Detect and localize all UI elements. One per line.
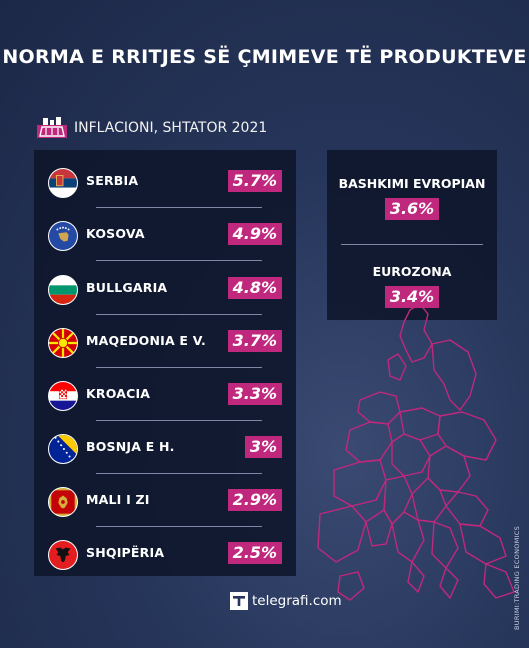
inflation-value: 3.7% (227, 330, 282, 352)
inflation-value: 2.9% (227, 489, 282, 511)
table-row: SERBIA 5.7% (34, 156, 296, 206)
region-name: BASHKIMI EVROPIAN (338, 176, 486, 191)
inflation-value: 5.7% (227, 170, 282, 192)
region-value-wrap: 3.6% (327, 198, 497, 220)
region-name: EUROZONA (372, 264, 452, 279)
inflation-value: 3% (244, 436, 282, 458)
inflation-value: 2.5% (227, 542, 282, 564)
europe-map-icon (317, 303, 515, 601)
shopping-cart-icon (37, 117, 67, 138)
row-divider (96, 473, 262, 474)
table-row: KOSOVA 4.9% (34, 209, 296, 259)
country-name: MALI I ZI (86, 492, 150, 507)
albania-flag-icon (48, 540, 78, 570)
page-title: NORMA E RRITJES SË ÇMIMEVE TË PRODUKTEVE (2, 46, 527, 68)
table-row: SHQIPËRIA 2.5% (34, 528, 296, 578)
region-divider (341, 244, 483, 245)
country-name: KROACIA (86, 386, 151, 401)
kosovo-flag-icon (48, 221, 78, 251)
serbia-flag-icon (48, 168, 78, 198)
table-row: BOSNJA E H. 3% (34, 422, 296, 472)
table-row: MAQEDONIA E V. 3.7% (34, 316, 296, 366)
row-divider (96, 314, 262, 315)
telegrafi-logo-icon (230, 592, 248, 610)
inflation-value: 4.9% (227, 223, 282, 245)
country-inflation-table: SERBIA 5.7% KOSOVA 4.9% BULLGARIA 4.8% M… (34, 150, 296, 576)
region-value-wrap: 3.4% (327, 286, 497, 308)
row-divider (96, 526, 262, 527)
country-name: BOSNJA E H. (86, 439, 175, 454)
country-name: KOSOVA (86, 226, 145, 241)
bulgaria-flag-icon (48, 275, 78, 305)
row-divider (96, 367, 262, 368)
country-name: MAQEDONIA E V. (86, 333, 206, 348)
subtitle: INFLACIONI, SHTATOR 2021 (74, 120, 268, 136)
country-name: SHQIPËRIA (86, 545, 165, 560)
row-divider (96, 260, 262, 261)
country-name: BULLGARIA (86, 280, 168, 295)
inflation-value: 3.3% (227, 383, 282, 405)
source-note: BURIMI:TRADING ECONOMICS (513, 520, 523, 630)
table-row: KROACIA 3.3% (34, 369, 296, 419)
region-value: 3.4% (384, 286, 440, 308)
row-divider (96, 420, 262, 421)
country-name: SERBIA (86, 173, 139, 188)
table-row: BULLGARIA 4.8% (34, 263, 296, 313)
logo-text: telegrafi.com (252, 593, 342, 609)
row-divider (96, 207, 262, 208)
montenegro-flag-icon (48, 487, 78, 517)
bosnia-flag-icon (48, 434, 78, 464)
source-text: BURIMI:TRADING ECONOMICS (513, 525, 521, 630)
inflation-value: 4.8% (227, 277, 282, 299)
table-row: MALI I ZI 2.9% (34, 475, 296, 525)
region-comparison-panel: BASHKIMI EVROPIAN 3.6% EUROZONA 3.4% (327, 150, 497, 320)
north-macedonia-flag-icon (48, 328, 78, 358)
subtitle-row: INFLACIONI, SHTATOR 2021 (34, 116, 267, 140)
telegrafi-logo: telegrafi.com (230, 592, 342, 610)
region-value: 3.6% (384, 198, 440, 220)
croatia-flag-icon (48, 381, 78, 411)
